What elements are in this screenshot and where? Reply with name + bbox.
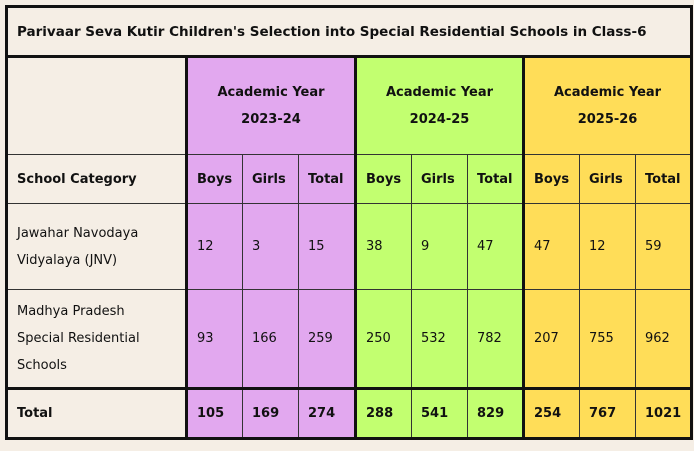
selection-table: Parivaar Seva Kutir Children's Selection… [5,5,694,440]
school-category-header: School Category [6,154,187,204]
year-header-2025-26: Academic Year 2025-26 [521,56,693,155]
cell: 207 [522,289,580,389]
table-title: Parivaar Seva Kutir Children's Selection… [5,6,693,58]
cell: 47 [522,203,580,290]
cell: 47 [467,203,524,290]
total-cell: 829 [467,387,524,439]
sub-header-boys: Boys [185,154,243,204]
sub-header-total: Total [467,154,524,204]
cell: 755 [579,289,636,389]
table-row: Madhya Pradesh Special Residential Schools… [6,289,693,389]
cell: 259 [298,289,356,389]
total-cell: 541 [411,387,468,439]
total-label: Total [6,387,187,439]
cell: 9 [411,203,468,290]
cell: 166 [242,289,299,389]
cell: 59 [634,203,693,290]
cell: 93 [185,289,243,389]
cell: 250 [354,289,412,389]
cell: 3 [242,203,299,290]
sub-header-boys: Boys [354,154,412,204]
cell: 15 [298,203,356,290]
cell: 532 [411,289,468,389]
cell: 12 [185,203,243,290]
total-cell: 254 [522,387,580,439]
cell: 12 [579,203,636,290]
total-cell: 169 [242,387,299,439]
year-header-2023-24: Academic Year 2023-24 [185,56,356,155]
sub-header-boys: Boys [522,154,580,204]
cell: 782 [467,289,524,389]
total-cell: 767 [579,387,636,439]
total-cell: 105 [185,387,243,439]
year-header-2024-25: Academic Year 2024-25 [354,56,524,155]
total-cell: 288 [354,387,412,439]
table-row: Jawahar Navodaya Vidyalaya (JNV) 12 3 15 … [6,203,693,290]
cell: 38 [354,203,412,290]
sub-header-girls: Girls [579,154,636,204]
cell: 962 [634,289,693,389]
row-category: Jawahar Navodaya Vidyalaya (JNV) [6,203,187,290]
sub-header-total: Total [298,154,356,204]
row-category: Madhya Pradesh Special Residential Schools [6,289,187,389]
sub-header-girls: Girls [242,154,299,204]
empty-header-cell [6,56,187,155]
total-cell: 1021 [634,387,693,439]
total-cell: 274 [298,387,356,439]
sub-header-total: Total [634,154,693,204]
total-row: Total 105 169 274 288 541 829 254 767 10… [6,387,693,439]
sub-header-girls: Girls [411,154,468,204]
